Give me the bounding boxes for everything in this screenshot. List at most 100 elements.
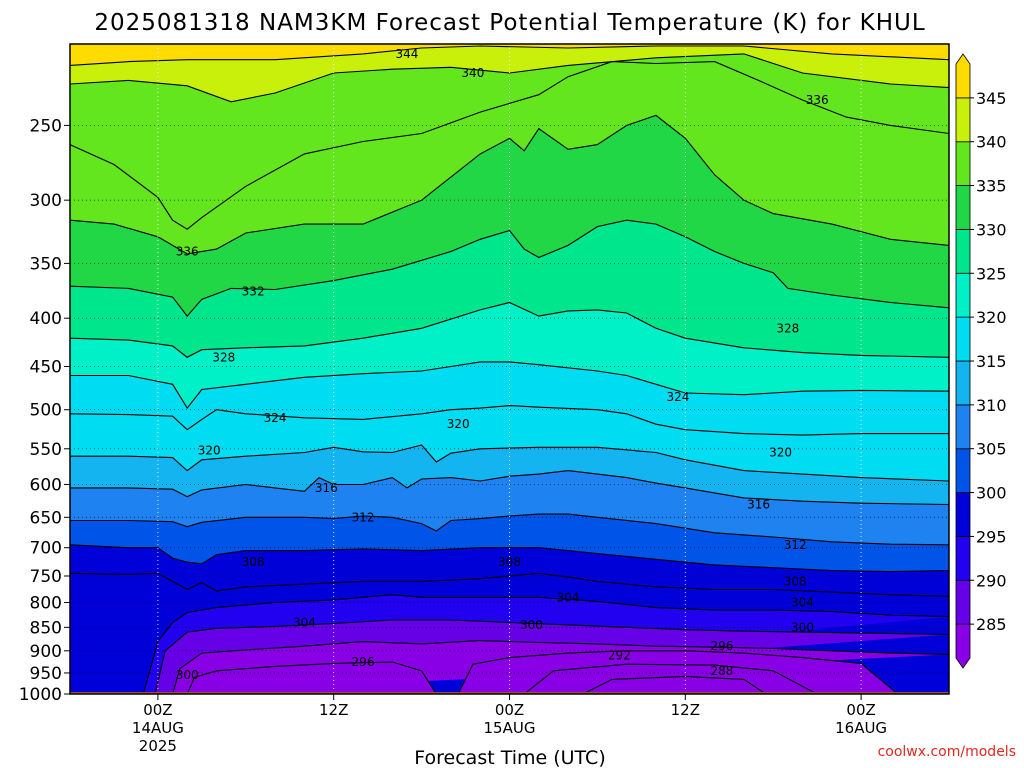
contour-label-320: 320: [198, 443, 221, 457]
contour-label-328: 328: [776, 321, 799, 335]
contour-label-308: 308: [242, 555, 265, 569]
contour-label-312: 312: [784, 538, 807, 552]
x-tick-label: 16AUG: [835, 719, 887, 737]
isentrope-344: [70, 45, 949, 66]
isentrope-324: [70, 301, 949, 358]
colorbar-swatch: [955, 229, 971, 274]
x-tick-label: 12Z: [671, 701, 700, 719]
contour-label-312: 312: [352, 510, 375, 524]
contour-label-304: 304: [557, 590, 580, 604]
contour-label-316: 316: [747, 497, 770, 511]
isentrope-292: [142, 594, 949, 694]
colorbar-swatch: [955, 448, 971, 493]
grid-lines: [70, 44, 949, 694]
contour-label-308: 308: [498, 555, 521, 569]
isentrope-308: [70, 470, 949, 506]
y-tick-label: 600: [30, 475, 62, 495]
contour-label-324: 324: [264, 411, 287, 425]
x-tick-label: 15AUG: [484, 719, 536, 737]
y-tick-label: 800: [30, 593, 62, 613]
fill-below-268: [582, 676, 766, 694]
y-tick-label: 850: [30, 618, 62, 638]
ground-strip: [70, 692, 949, 694]
y-tick-label: 750: [30, 567, 62, 587]
credit-text: coolwx.com/models: [878, 744, 1016, 760]
contour-label-336: 336: [806, 93, 829, 107]
colorbar-label: 295: [976, 527, 1007, 546]
x-tick-label: 12Z: [319, 701, 348, 719]
colorbar-label: 335: [976, 177, 1007, 196]
contour-label-288: 288: [710, 664, 733, 678]
y-tick-label: 300: [30, 191, 62, 211]
contour-label-316: 316: [315, 481, 338, 495]
contour-label-300: 300: [520, 618, 543, 632]
x-axis-label: Forecast Time (UTC): [414, 747, 605, 768]
y-axis: 250 300 350 400 450 500 550 600 650 700 750 800 850 9…: [19, 116, 70, 705]
isentrope-304: [70, 513, 949, 546]
colorbar-swatch: [955, 404, 971, 450]
contour-label-320: 320: [447, 417, 470, 431]
colorbar-label: 320: [976, 308, 1007, 327]
ground-layer: [70, 692, 949, 694]
y-tick-label: 950: [30, 664, 62, 684]
isentrope-280: [186, 661, 437, 694]
isentrope-312: [70, 444, 949, 482]
contour-lines: [70, 45, 949, 694]
y-tick-label: 350: [30, 254, 62, 274]
colorbar: 285 290 295 300 305 310 315 320 325 330 335 340 345: [955, 53, 1007, 669]
colorbar-label: 340: [976, 133, 1007, 152]
colorbar-label: 285: [976, 615, 1007, 634]
colorbar-label: 300: [976, 484, 1007, 503]
colorbar-label: 305: [976, 440, 1007, 459]
isentrope-276: [457, 650, 899, 694]
colorbar-swatch: [955, 492, 971, 537]
contour-label-292: 292: [608, 648, 631, 662]
y-tick-label: 450: [30, 357, 62, 377]
contour-label-296: 296: [352, 655, 375, 669]
colorbar-label: 290: [976, 571, 1007, 590]
x-tick-label: 14AUG: [132, 719, 184, 737]
y-tick-label: 900: [30, 642, 62, 662]
contour-label-324: 324: [667, 390, 690, 404]
isentrope-272: [523, 663, 818, 694]
fill-below-280: [187, 662, 437, 694]
x-tick-label: 00Z: [495, 701, 524, 719]
colorbar-swatch: [955, 360, 971, 406]
contour-label-336: 336: [176, 245, 199, 259]
colorbar-label: 325: [976, 264, 1007, 283]
contour-label-300: 300: [176, 668, 199, 682]
isentrope-336: [70, 61, 949, 230]
contour-label-340: 340: [461, 66, 484, 80]
y-tick-label: 250: [30, 116, 62, 136]
contour-labels: 344 340 336 336 332 328 328 324 324 320 320 320 316 3…: [176, 47, 829, 682]
isentrope-284: [172, 640, 949, 694]
colorbar-swatch: [955, 579, 971, 625]
y-tick-label: 550: [30, 440, 62, 460]
colorbar-swatch: [955, 185, 971, 230]
isentrope-332: [70, 114, 949, 255]
colorbar-swatch: [955, 97, 971, 143]
isentrope-316: [70, 405, 949, 436]
y-tick-label: 1000: [19, 685, 62, 705]
isentrope-300: [70, 544, 949, 573]
colorbar-swatch: [955, 623, 971, 669]
contour-label-296: 296: [710, 639, 733, 653]
contour-label-308: 308: [784, 574, 807, 588]
contour-label-320: 320: [769, 446, 792, 460]
colorbar-swatch: [955, 316, 971, 362]
colorbar-label: 330: [976, 220, 1007, 239]
colorbar-swatch: [955, 53, 971, 99]
isentrope-288: [154, 619, 949, 694]
colorbar-swatch: [955, 141, 971, 186]
contour-label-332: 332: [242, 285, 265, 299]
colorbar-label: 315: [976, 352, 1007, 371]
colorbar-swatch: [955, 272, 971, 318]
colorbar-swatch: [955, 536, 971, 581]
chart-title: 2025081318 NAM3KM Forecast Potential Tem…: [94, 10, 925, 36]
contour-label-300: 300: [791, 620, 814, 634]
y-tick-label: 650: [30, 508, 62, 528]
y-tick-label: 400: [30, 309, 62, 329]
y-tick-label: 500: [30, 401, 62, 421]
